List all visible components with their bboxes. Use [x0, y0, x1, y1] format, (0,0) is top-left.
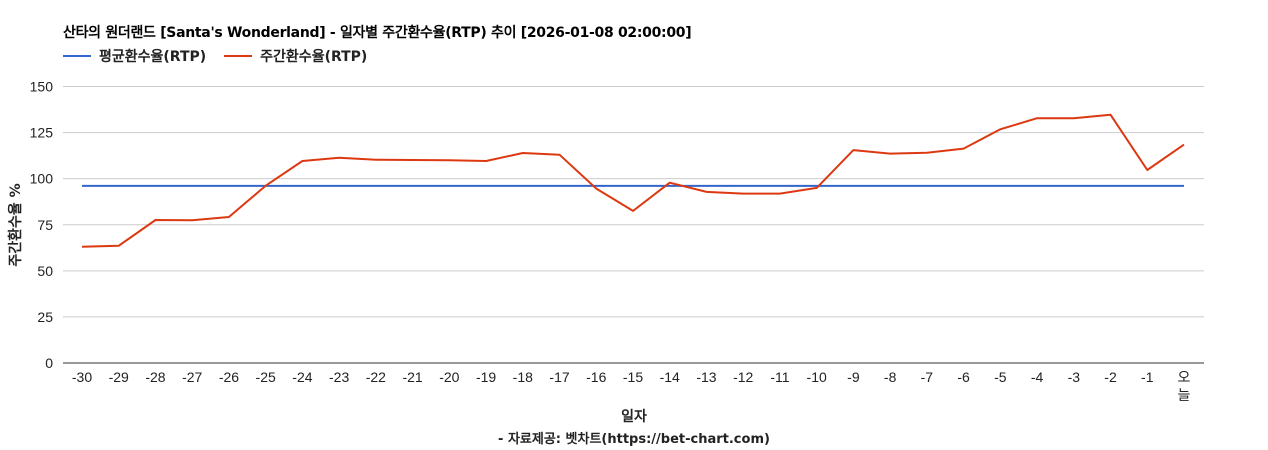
x-tick-label: -8 — [884, 369, 897, 385]
legend-label: 주간환수율(RTP) — [260, 49, 368, 65]
x-tick-label: -26 — [219, 369, 239, 385]
x-tick-label: -30 — [72, 369, 92, 385]
x-tick-label: -12 — [733, 369, 753, 385]
x-tick-label: -19 — [476, 369, 496, 385]
x-tick-label: 오 — [1178, 369, 1191, 385]
data-source-credit: - 자료제공: 벳차트(https://bet-chart.com) — [498, 432, 770, 447]
legend-item-average-rtp[interactable]: 평균환수율(RTP) — [63, 46, 206, 66]
x-tick-label: -11 — [770, 369, 789, 385]
legend-swatch-red-icon — [224, 55, 253, 57]
y-tick-label: 125 — [30, 125, 54, 141]
x-tick-label: -21 — [402, 369, 422, 385]
y-axis-title: 주간환수율 % — [7, 183, 24, 266]
x-tick-label: -9 — [847, 369, 860, 385]
legend-swatch-blue-icon — [63, 55, 91, 57]
x-tick-label: -5 — [994, 369, 1007, 385]
legend: 평균환수율(RTP) 주간환수율(RTP) — [63, 46, 385, 66]
y-tick-label: 150 — [30, 79, 54, 95]
x-tick-label: -6 — [957, 369, 970, 385]
x-tick-label: -16 — [586, 369, 606, 385]
chart-title: 산타의 원더랜드 [Santa's Wonderland] - 일자별 주간환수… — [63, 25, 692, 41]
x-axis-ticks: -30 -29 -28 -27 -26 -25 -24 -23 -22 -21 -20 -19 -18-… — [72, 369, 1191, 403]
x-tick-label: -29 — [109, 369, 129, 385]
x-tick-label: -1 — [1141, 369, 1154, 385]
gridlines — [63, 86, 1204, 364]
legend-item-weekly-rtp[interactable]: 주간환수율(RTP) — [224, 46, 367, 66]
x-tick-label: -22 — [366, 369, 386, 385]
weekly-rtp-line[interactable] — [81, 113, 1185, 248]
y-tick-label: 100 — [30, 171, 54, 187]
x-tick-label: -3 — [1068, 369, 1081, 385]
y-axis-ticks: 0 25 50 75 100 125 150 — [30, 79, 54, 372]
x-tick-label: -27 — [182, 369, 202, 385]
x-tick-label: -10 — [807, 369, 827, 385]
x-tick-label: -28 — [145, 369, 165, 385]
x-tick-label: -17 — [549, 369, 569, 385]
x-tick-label: -7 — [921, 369, 934, 385]
y-tick-label: 50 — [37, 263, 53, 279]
x-tick-label: -23 — [329, 369, 349, 385]
x-tick-label: -25 — [256, 369, 276, 385]
x-tick-label: -24 — [292, 369, 312, 385]
x-tick-label: -15 — [623, 369, 643, 385]
x-tick-label: -14 — [660, 369, 680, 385]
x-tick-label: -2 — [1104, 369, 1117, 385]
series-lines — [81, 113, 1185, 248]
legend-label: 평균환수율(RTP) — [99, 49, 207, 65]
y-tick-label: 75 — [37, 217, 53, 233]
y-tick-label: 25 — [37, 309, 53, 325]
x-axis-title: 일자 — [621, 409, 647, 425]
x-tick-label: -20 — [439, 369, 459, 385]
x-tick-label: 늘 — [1178, 387, 1191, 403]
x-tick-label: -18 — [513, 369, 533, 385]
x-tick-label: -4 — [1031, 369, 1044, 385]
x-tick-label: -13 — [696, 369, 716, 385]
y-tick-label: 0 — [45, 355, 53, 371]
